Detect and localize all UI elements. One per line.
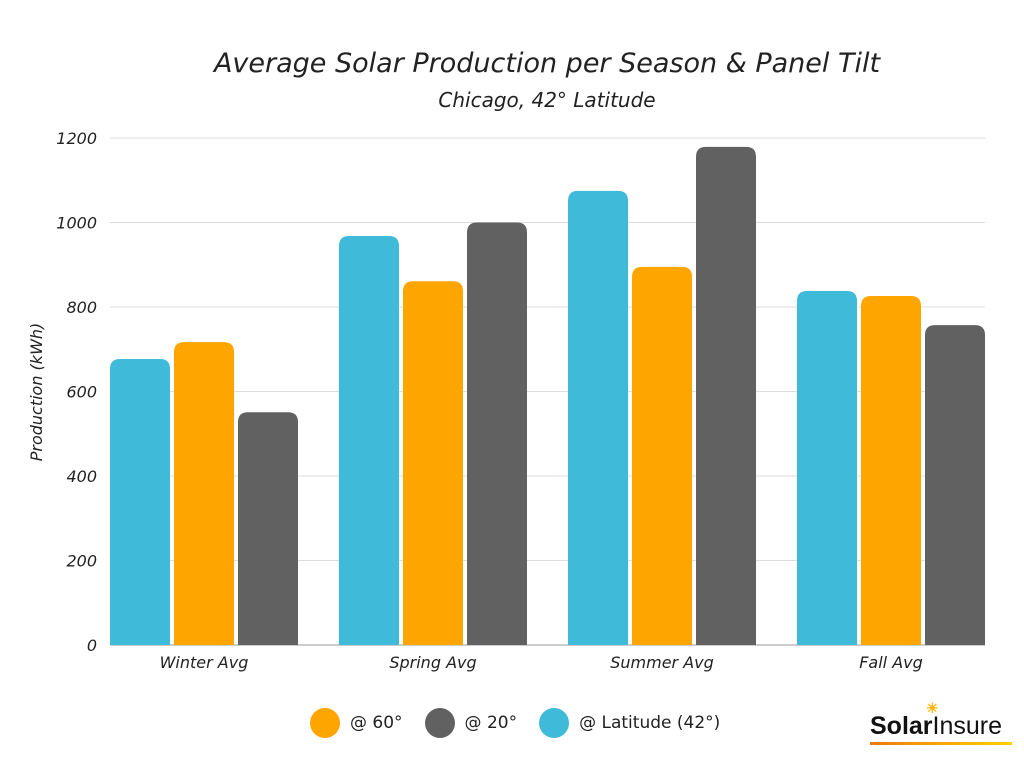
bar-summer-avg-s0 <box>568 190 628 645</box>
legend: @ 60° @ 20° @ Latitude (42°) <box>310 708 742 738</box>
bar-fall-avg-s1 <box>861 296 921 645</box>
bar-spring-avg-s2 <box>467 222 527 645</box>
bar-fall-avg-s0 <box>797 290 857 645</box>
y-tick-label: 600 <box>66 383 97 402</box>
bar-summer-avg-s2 <box>696 146 756 645</box>
chart-title: Average Solar Production per Season & Pa… <box>213 48 881 79</box>
solarinsure-logo: ☀ SolarInsure <box>870 700 1012 745</box>
y-tick-label: 400 <box>66 467 97 486</box>
bar-winter-avg-s1 <box>174 342 234 645</box>
logo-text-rest: Insure <box>932 712 1003 740</box>
y-tick-label: 0 <box>87 636 97 655</box>
y-tick-label: 800 <box>66 298 97 317</box>
bar-spring-avg-s0 <box>339 236 399 645</box>
sun-icon: ☀ <box>926 700 939 716</box>
bar-winter-avg-s0 <box>110 358 170 645</box>
legend-item-60: @ 60° <box>310 708 403 738</box>
y-axis-label: Production (kWh) <box>27 323 46 462</box>
logo-text-bold: Solar <box>870 712 933 740</box>
logo-underline <box>870 742 1012 745</box>
x-tick-label: Spring Avg <box>389 653 476 672</box>
y-tick-label: 200 <box>66 552 97 571</box>
x-tick-label: Fall Avg <box>859 653 923 672</box>
bar-spring-avg-s1 <box>403 281 463 645</box>
bar-summer-avg-s1 <box>632 266 692 645</box>
x-tick-label: Summer Avg <box>610 653 714 672</box>
legend-item-20: @ 20° <box>424 708 518 738</box>
y-tick-label: 1000 <box>56 214 97 233</box>
legend-swatch <box>310 708 340 738</box>
legend-label: @ Latitude (42°) <box>579 713 721 733</box>
legend-label: @ 20° <box>464 713 518 733</box>
legend-label: @ 60° <box>350 713 403 733</box>
bar-winter-avg-s2 <box>238 412 298 645</box>
chart-subtitle: Chicago, 42° Latitude <box>438 88 656 112</box>
x-tick-label: Winter Avg <box>160 653 249 672</box>
legend-item-latitude: @ Latitude (42°) <box>539 708 720 738</box>
bar-fall-avg-s2 <box>925 325 985 645</box>
y-tick-label: 1200 <box>56 129 97 148</box>
legend-swatch <box>424 708 455 738</box>
legend-swatch <box>539 708 570 738</box>
